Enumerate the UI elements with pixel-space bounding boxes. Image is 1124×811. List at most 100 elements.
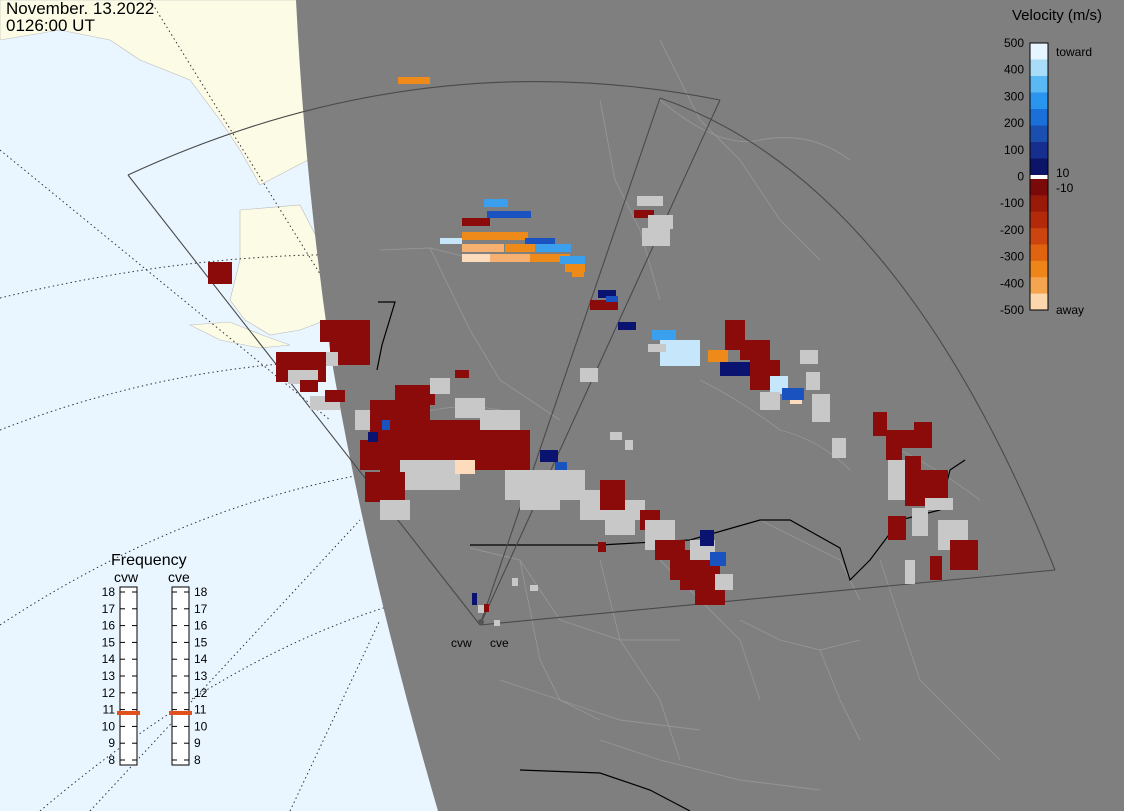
scatter-cell [325,390,345,402]
scatter-cell [462,232,502,240]
legend-swatch [1030,179,1048,196]
frequency-level-label: 14 [102,652,116,666]
scatter-cell [472,593,477,605]
frequency-level-label: 10 [102,719,116,733]
legend-swatch [1030,142,1048,159]
legend-swatch [1030,175,1048,179]
scatter-cell [905,456,921,506]
legend-frame [1029,42,1049,311]
legend-swatch [1030,244,1048,262]
frequency-column-cvw: 18 17 16 15 14 13 12 11 10 9 8 [102,585,140,767]
scatter-cell [660,340,700,366]
scatter-cell [905,560,915,584]
frequency-level-label: 13 [194,669,208,683]
legend-swatch [1030,125,1048,143]
scatter-cell [925,498,953,510]
radar-fov-outlines [127,81,1056,626]
frequency-marker [169,710,192,715]
scatter-cell [625,440,633,450]
scatter-cell [462,218,490,226]
scatter-cell [440,238,462,244]
legend-swatch [1030,76,1048,93]
scatter-cell [652,330,676,340]
scatter-cell [430,378,450,394]
scatter-cell [365,472,405,502]
legend-swatch [1030,211,1048,229]
scatter-cell [914,422,932,448]
frequency-level-label: 12 [102,686,116,700]
station-label-cvw: cvw [451,636,472,650]
scatter-cell [572,270,584,277]
scatter-cell [530,254,570,262]
legend-swatch [1030,260,1048,278]
legend-title: Velocity (m/s) [1012,7,1102,24]
scatter-cell [478,605,484,613]
scatter-cell [382,420,390,430]
legend-tick-label: 500 [1004,36,1024,50]
scatter-cell [455,370,469,378]
scatter-cell [490,254,530,262]
frequency-label-cvw: cvw [114,569,139,585]
scatter-cell [600,480,625,510]
scatter-cell [648,215,673,229]
frequency-level-label: 8 [108,753,115,767]
legend-tick-label: 300 [1004,89,1024,103]
legend-tick-label: -200 [1000,223,1024,237]
scatter-cell [555,462,567,470]
scatter-cell [395,385,435,405]
frequency-level-label: 13 [102,669,116,683]
legend-tick-label: -300 [1000,250,1024,264]
legend-tick-label: 400 [1004,63,1024,77]
scatter-cell [800,350,818,364]
frequency-label-cve: cve [168,569,190,585]
scatter-cell [618,322,636,330]
scatter-cell [832,438,846,458]
scatter-cells [208,77,978,626]
frequency-level-label: 11 [103,703,116,717]
frequency-level-label: 18 [194,585,208,599]
scatter-cell [642,228,670,246]
scatter-cell [715,574,733,590]
frequency-level-label: 18 [102,585,116,599]
legend-tick-right-10: 10 [1056,166,1070,180]
legend-swatch [1030,92,1048,110]
frequency-level-label: 16 [194,619,208,633]
frequency-level-label: 9 [194,736,201,750]
scatter-cell [710,552,726,566]
scatter-cell [380,500,410,520]
scatter-cell [590,300,618,310]
scatter-cell [540,450,558,462]
scatter-cell [637,196,663,206]
scatter-cell [525,238,555,247]
scatter-cell [300,380,318,392]
legend-swatch [1030,195,1048,213]
legend-tick-label: -500 [1000,303,1024,317]
frequency-level-label: 17 [102,602,116,616]
legend-swatch [1030,277,1048,295]
scatter-cell [580,368,598,382]
scatter-cell [700,530,714,546]
scatter-cell [487,211,531,218]
velocity-legend: Velocity (m/s) 500 400 300 200 100 0 -100 -200 -… [1000,7,1102,317]
frequency-level-label: 14 [194,652,208,666]
scatter-cell [648,344,666,352]
time-label: 0126:00 UT [6,16,95,35]
frequency-level-label: 11 [194,703,207,717]
date-label: November. 13.2022 [6,0,155,18]
scatter-cell [912,508,928,536]
scatter-cell [535,244,571,252]
scatter-cell [886,430,902,460]
scatter-cell [930,556,942,580]
scatter-cell [494,620,500,626]
legend-swatch [1030,109,1048,126]
legend-tick-right-neg10: -10 [1056,181,1074,195]
legend-tick-label: 100 [1004,143,1024,157]
legend-toward-label: toward [1056,45,1092,59]
frequency-column-cve: 18 17 16 15 14 13 12 11 10 9 8 [169,585,208,767]
political-boundaries [379,39,1001,791]
scatter-cell [873,412,887,436]
frequency-level-label: 8 [194,753,201,767]
scatter-cell [455,460,475,474]
legend-ticks: 500 400 300 200 100 0 -100 -200 -300 -400 -500 [1000,36,1024,317]
